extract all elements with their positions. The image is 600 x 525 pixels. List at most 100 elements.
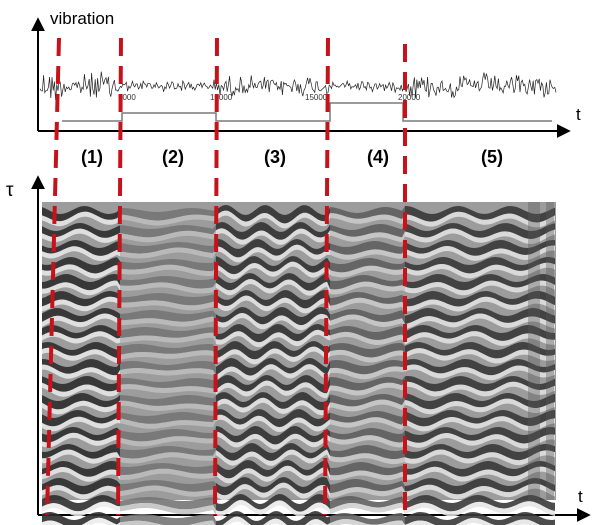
texture-band: [216, 358, 330, 376]
texture-band-light: [42, 246, 120, 261]
texture-band-light: [405, 501, 555, 517]
texture-band: [330, 241, 405, 255]
texture-band-light: [330, 281, 405, 295]
texture-band: [120, 378, 216, 390]
texture-band: [216, 426, 330, 445]
segment-label-3: (3): [264, 147, 286, 167]
texture-band: [216, 341, 330, 360]
top-y-label: vibration: [50, 9, 114, 28]
top-x-label: t: [576, 105, 581, 124]
texture-band: [42, 359, 120, 376]
texture-band: [405, 342, 555, 359]
tick-label-5000: 5000: [118, 93, 136, 102]
texture-band: [405, 376, 555, 392]
texture-band-light: [405, 449, 555, 466]
texture-band-light: [405, 398, 555, 415]
texture-streak: [528, 202, 540, 500]
texture-band: [42, 291, 120, 307]
texture-streak: [546, 202, 554, 500]
texture-band: [42, 376, 120, 392]
segment-labels: (1) (2) (3) (4) (5): [81, 147, 503, 167]
texture-band: [216, 443, 330, 461]
texture-band: [216, 392, 330, 411]
texture-band: [330, 206, 405, 220]
texture-band-light: [120, 415, 216, 429]
texture-band-light: [330, 399, 405, 412]
state-step-line: [62, 102, 552, 122]
texture-band-light: [330, 265, 405, 278]
texture-band: [120, 497, 216, 511]
texture-band-light: [216, 449, 330, 466]
texture-band: [120, 274, 216, 289]
texture-band-light: [120, 485, 216, 497]
texture-band-light: [330, 349, 405, 363]
texture-band-light: [405, 280, 555, 296]
texture-band: [42, 240, 120, 256]
texture-band-light: [216, 346, 330, 365]
texture-band-light: [120, 468, 216, 480]
texture-band: [216, 239, 330, 258]
segment-dividers: [45, 37, 407, 516]
texture-band: [405, 410, 555, 427]
texture-band-light: [405, 381, 555, 397]
texture-band: [42, 308, 120, 323]
texture-band: [216, 205, 330, 224]
texture-band: [405, 274, 555, 291]
texture-band: [120, 344, 216, 358]
texture-band-light: [42, 211, 120, 227]
texture-band: [42, 427, 120, 443]
bottom-y-label: τ: [6, 180, 14, 201]
texture-band-light: [405, 364, 555, 381]
texture-band-light: [405, 433, 555, 449]
texture-band: [330, 411, 405, 425]
texture-band: [42, 393, 120, 410]
texture-band: [42, 495, 120, 512]
texture-band-light: [120, 316, 216, 327]
texture-band-light: [42, 501, 120, 517]
divider-3: [213, 37, 219, 516]
texture-band-light: [330, 519, 405, 525]
texture-band-light: [120, 450, 216, 464]
texture-band-light: [216, 364, 330, 381]
texture-band: [330, 445, 405, 460]
texture-band: [120, 310, 216, 322]
texture-band: [216, 273, 330, 291]
texture-band: [216, 375, 330, 394]
texture-band: [330, 292, 405, 307]
texture-band-light: [216, 482, 330, 501]
texture-band: [405, 495, 555, 512]
texture-band-light: [120, 300, 216, 311]
texture-band: [42, 223, 120, 238]
texture-band-light: [405, 416, 555, 432]
texture-band-light: [405, 313, 555, 330]
texture-band: [216, 477, 330, 496]
texture-band: [216, 409, 330, 428]
texture-band: [330, 428, 405, 443]
texture-band-light: [120, 214, 216, 226]
texture-band-light: [405, 296, 555, 312]
segment-label-2: (2): [162, 147, 184, 167]
texture-band-light: [405, 331, 555, 346]
texture-band: [405, 257, 555, 274]
texture-band-light: [42, 331, 120, 344]
texture-band: [120, 361, 216, 376]
texture-band: [120, 293, 216, 306]
texture-band: [120, 480, 216, 492]
texture-band: [330, 393, 405, 407]
texture-band-light: [120, 282, 216, 294]
vibration-signal: [39, 71, 557, 100]
texture-band-light: [120, 503, 216, 516]
texture-band-light: [42, 228, 120, 243]
tick-label-10000: 10000: [210, 93, 233, 102]
texture-band-light: [330, 297, 405, 312]
texture-band: [330, 360, 405, 375]
divider-4: [323, 37, 330, 516]
texture-band-light: [222, 516, 330, 525]
texture-band-light: [42, 347, 120, 364]
texture-band-light: [216, 431, 330, 450]
texture-band: [120, 208, 216, 221]
texture-band: [405, 240, 555, 256]
bottom-x-label: t: [578, 487, 583, 506]
texture-band-light: [216, 244, 330, 263]
